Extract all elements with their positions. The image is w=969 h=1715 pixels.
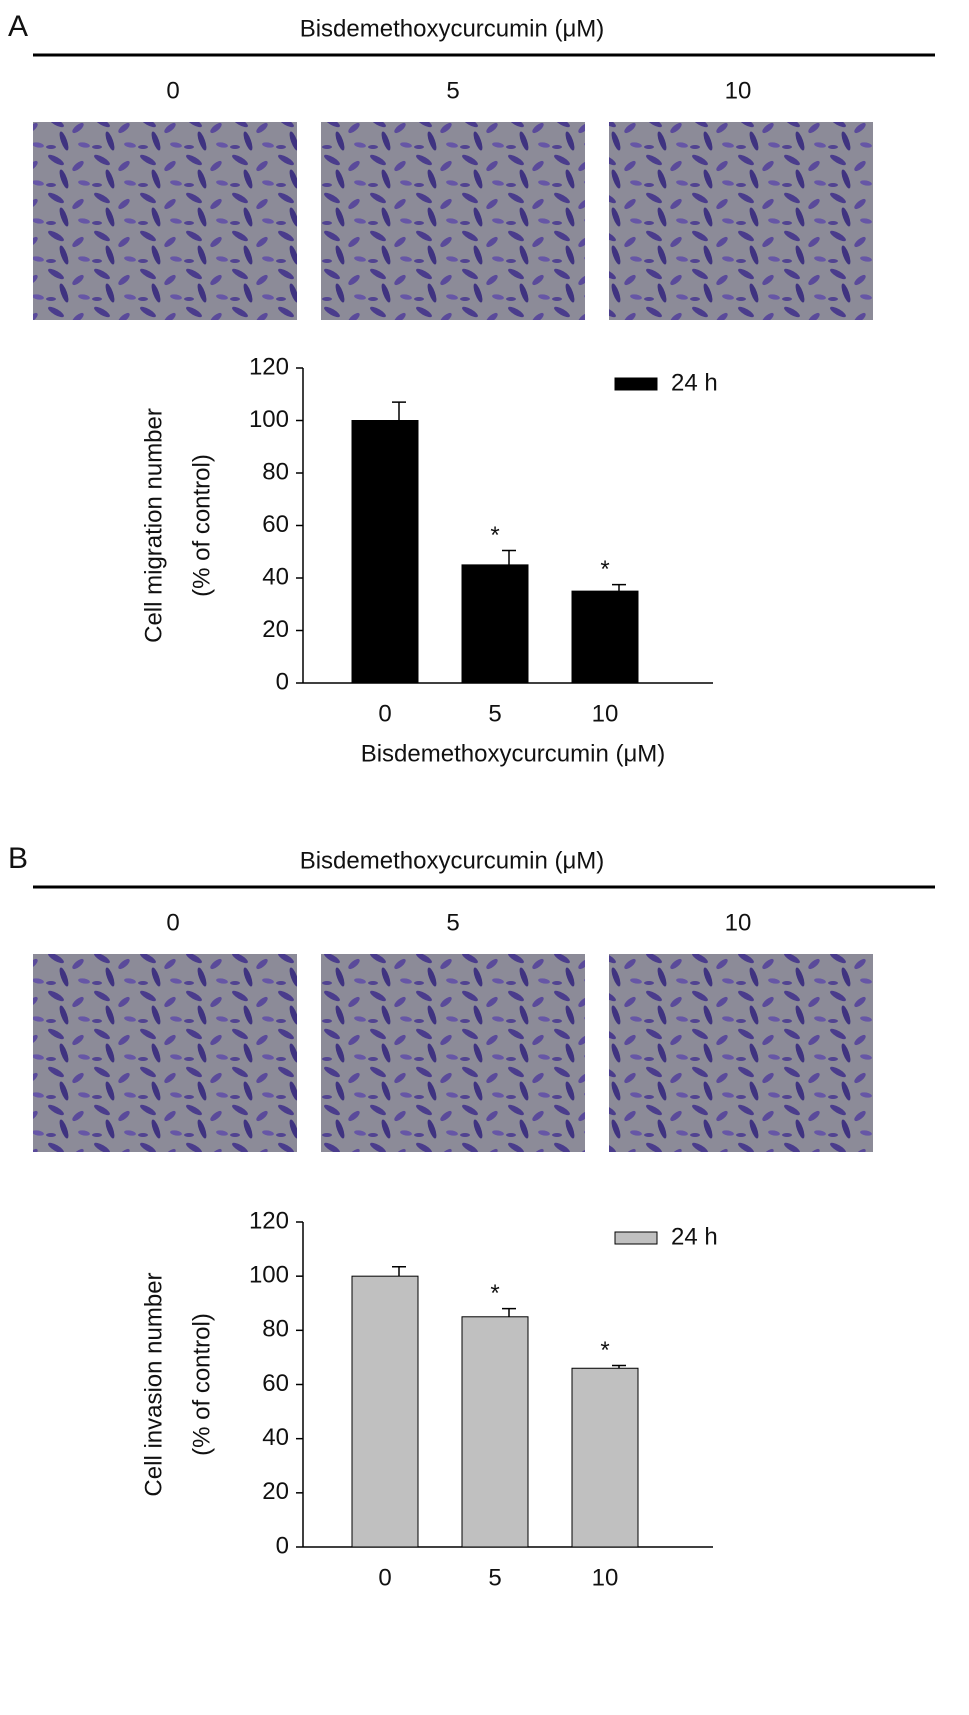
- y-tick-label: 120: [249, 353, 289, 380]
- bar: [571, 1367, 639, 1548]
- panel-label: A: [8, 10, 28, 43]
- micrograph: [609, 122, 873, 320]
- error-bar: [612, 583, 626, 592]
- x-tick-label: 10: [592, 1564, 619, 1591]
- legend-label: 24 h: [671, 1223, 718, 1250]
- legend-swatch: [614, 377, 658, 391]
- y-tick-label: 40: [262, 1424, 289, 1451]
- micrograph: [321, 122, 585, 320]
- y-tick-label: 100: [249, 406, 289, 433]
- micrograph: [33, 122, 297, 320]
- legend-label: 24 h: [671, 369, 718, 396]
- header: Bisdemethoxycurcumin (μM): [300, 15, 605, 42]
- x-tick-label: 10: [592, 700, 619, 727]
- error-bar: [502, 549, 516, 565]
- column-label: 10: [725, 77, 752, 104]
- significance-marker: *: [600, 1337, 609, 1364]
- header: Bisdemethoxycurcumin (μM): [300, 847, 605, 874]
- significance-marker: *: [490, 1280, 499, 1307]
- x-tick-label: 5: [488, 1564, 501, 1591]
- column-label: 10: [725, 909, 752, 936]
- y-tick-label: 20: [262, 1478, 289, 1505]
- column-label: 0: [166, 77, 179, 104]
- micrograph: [321, 954, 585, 1152]
- y-tick-label: 80: [262, 1316, 289, 1343]
- y-tick-label: 80: [262, 458, 289, 485]
- column-label: 5: [446, 909, 459, 936]
- y-axis-label: (% of control): [188, 454, 215, 597]
- y-tick-label: 60: [262, 511, 289, 538]
- column-label: 0: [166, 909, 179, 936]
- x-tick-label: 5: [488, 700, 501, 727]
- y-axis-label: Cell invasion number: [140, 1272, 167, 1496]
- y-tick-label: 120: [249, 1207, 289, 1234]
- y-tick-label: 0: [276, 1532, 289, 1559]
- y-tick-label: 20: [262, 616, 289, 643]
- y-axis-label: Cell migration number: [140, 408, 167, 643]
- legend-swatch: [614, 1231, 658, 1245]
- panel-label: B: [8, 842, 28, 875]
- x-tick-label: 0: [378, 700, 391, 727]
- bar: [461, 564, 529, 684]
- error-bar: [392, 401, 406, 421]
- bar: [351, 420, 419, 684]
- y-tick-label: 40: [262, 563, 289, 590]
- micrograph: [609, 954, 873, 1152]
- micrograph: [33, 954, 297, 1152]
- x-tick-label: 0: [378, 1564, 391, 1591]
- y-axis-label: (% of control): [188, 1313, 215, 1456]
- error-bar: [392, 1265, 406, 1277]
- significance-marker: *: [490, 522, 499, 549]
- y-tick-label: 100: [249, 1262, 289, 1289]
- bar: [461, 1316, 529, 1548]
- x-axis-label: Bisdemethoxycurcumin (μM): [361, 740, 666, 767]
- column-label: 5: [446, 77, 459, 104]
- y-tick-label: 0: [276, 668, 289, 695]
- bar: [571, 590, 639, 684]
- error-bar: [612, 1364, 626, 1369]
- bar: [351, 1275, 419, 1548]
- y-tick-label: 60: [262, 1370, 289, 1397]
- significance-marker: *: [600, 556, 609, 583]
- error-bar: [502, 1307, 516, 1317]
